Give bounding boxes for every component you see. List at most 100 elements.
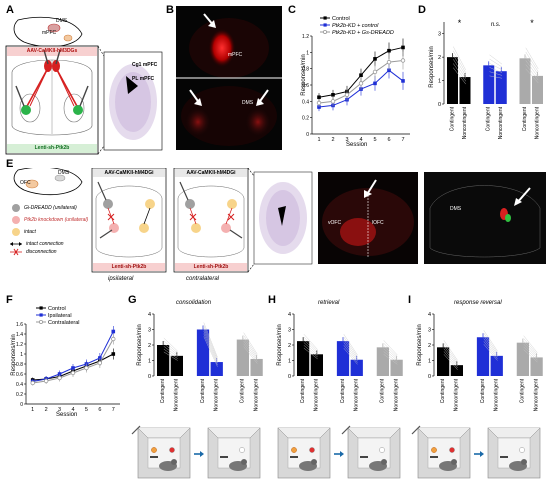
subject-line [483,344,498,361]
chart-c-ylabel: Responses/min [301,54,307,96]
subject-line [303,345,318,358]
y-tick-label: 0.8 [16,362,23,368]
bar [170,355,183,376]
x-tick-label: 2 [45,407,48,413]
x-tick-label: 4 [71,407,74,413]
subject-line [163,349,178,359]
bar [483,65,495,104]
legend-label: Ptk2b-KD + control [332,23,379,29]
subject-line [489,58,503,68]
label-lofc: lOFC [372,220,384,226]
bar [310,354,323,376]
data-point [358,81,364,86]
subject-line [443,351,458,369]
rat-head [171,459,177,465]
data-point [331,93,335,97]
subject-line [443,343,458,363]
y-tick-label: 4 [148,312,151,318]
y-tick-label: 0.2 [302,116,309,122]
bar [236,339,249,376]
label-vofc: vOFC [328,220,342,226]
y-tick-label: 0 [438,102,441,108]
y-tick-label: 0.4 [302,99,309,105]
chart-d-ylabel: Responses/min [429,46,435,88]
legend-intact-connection: intact connection [26,241,64,247]
legend-marker [39,313,43,317]
panel-letter-h: H [268,294,276,306]
significance-annotation: n.s. [491,22,501,28]
subject-line [443,340,458,361]
subject-line [243,335,258,357]
y-tick-label: 2 [428,343,431,349]
y-tick-label: 4 [428,312,431,318]
bar [336,341,350,376]
x-tick-label: 2 [331,137,334,143]
bar [297,341,310,376]
subject-line [453,46,466,71]
sequence-arrow-head [480,451,484,457]
label-dms-fluor: DMS [450,206,462,212]
subject-line [483,335,498,356]
panel-h-chart: retrieval 0 1 2 3 4 Contingent Noncontingent Co… [270,300,408,422]
y-tick-label: 1 [288,359,291,365]
x-category-label: Noncontingent [494,378,500,411]
chart-c-svg: 00.20.40.60.811.21 2 3 4 5 6 7ControlPtk2b-KD … [302,16,410,143]
legend-marker [39,319,44,324]
lever-light [169,447,175,453]
panel-letter-i: I [408,294,412,306]
subject-line [489,63,503,70]
subject-line [525,51,539,72]
panel-e-schematics [10,166,546,273]
x-category-label: Contingent [480,378,486,403]
subject-line [343,345,358,363]
data-point [57,372,62,376]
legend-gi-dreadd: Gi-DREADD (unilateral) [24,205,77,211]
x-category-label: Contingent [380,378,386,403]
y-tick-label: 1 [438,79,441,85]
subject-line [343,334,358,356]
brain-label-dms: DMS [56,18,68,24]
subject-line [163,351,178,361]
bar [350,359,363,376]
data-point [359,73,363,77]
chart-f-xlabel: Session [56,412,78,418]
bar [390,359,403,376]
y-tick-label: 0 [148,374,151,380]
x-tick-label: 5 [85,407,88,413]
sequence-arrow-head [340,451,344,457]
y-tick-label: 1.4 [16,332,23,338]
e-virus-top-ipsi: AAV-CaMKII-hM4DGi [104,170,154,176]
subject-line [525,68,539,84]
rat-head [311,459,317,465]
x-tick-label: 7 [401,137,404,143]
chart-i-ylabel: Responses/min [417,324,423,366]
y-tick-label: 1.6 [16,322,23,328]
x-category-label: Contingent [486,106,492,131]
subject-line [489,54,503,65]
x-category-label: Contingent [200,378,206,403]
rat-head [451,459,457,465]
bar [450,365,463,376]
data-point [373,81,377,86]
data-point [30,380,35,386]
subject-line [303,342,318,356]
subject-line [243,340,258,360]
y-tick-label: 1 [306,50,309,56]
data-point [57,375,62,381]
lever-light [379,447,385,453]
x-tick-label: 1 [317,137,320,143]
legend-label: Ptk2b-KD + Gs-DREADD [332,30,394,36]
subject-line [443,348,458,367]
x-category-label: Contingent [440,378,446,403]
subject-line [243,346,258,364]
panel-letter-e: E [6,158,14,170]
subject-line [243,338,258,359]
y-tick-label: 3 [438,32,441,38]
legend-gi-dreadd-icon [12,204,20,212]
y-tick-label: 0.8 [302,67,309,73]
data-point [70,370,76,376]
data-point [373,57,377,61]
bar [250,358,263,376]
y-tick-label: 2 [438,55,441,61]
condition-ipsilateral: ipsilateral [108,276,134,282]
